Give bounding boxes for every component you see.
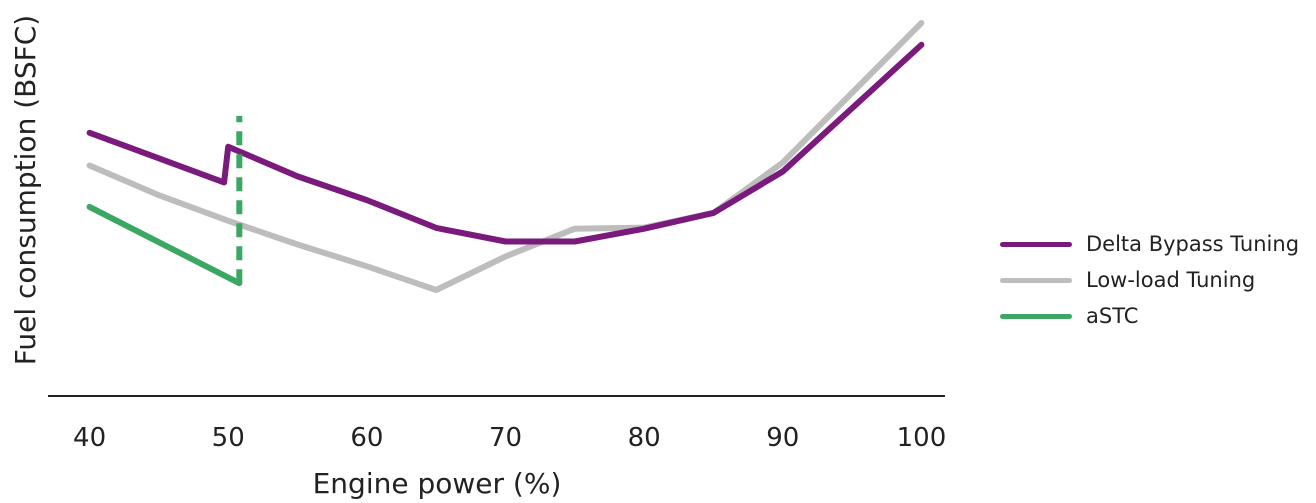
legend-label-astc: aSTC xyxy=(1086,304,1139,328)
plot-area xyxy=(86,20,925,293)
x-axis-title: Engine power (%) xyxy=(313,467,562,500)
legend-label-delta-bypass: Delta Bypass Tuning xyxy=(1086,232,1300,256)
legend-swatch-low-load xyxy=(1000,277,1072,283)
legend-item-low-load: Low-load Tuning xyxy=(1000,262,1299,298)
legend-swatch-delta-bypass xyxy=(1000,241,1072,247)
x-tick-label-50: 50 xyxy=(212,423,245,453)
legend: Delta Bypass Tuning Low-load Tuning aSTC xyxy=(1000,226,1299,334)
x-tick-label-70: 70 xyxy=(489,423,522,453)
x-tick-label-100: 100 xyxy=(897,423,947,453)
y-axis-title: Fuel consumption (BSFC) xyxy=(9,15,42,365)
x-tick-label-80: 80 xyxy=(628,423,661,453)
legend-swatch-astc xyxy=(1000,313,1072,319)
x-tick-label-60: 60 xyxy=(350,423,383,453)
legend-label-low-load: Low-load Tuning xyxy=(1086,268,1256,292)
x-tick-label-90: 90 xyxy=(766,423,799,453)
legend-item-astc: aSTC xyxy=(1000,298,1299,334)
series-line-astc xyxy=(86,203,243,287)
series-line-delta-bypass xyxy=(86,41,925,245)
legend-item-delta-bypass: Delta Bypass Tuning xyxy=(1000,226,1299,262)
x-axis-ticks: 40 50 60 70 80 90 100 xyxy=(73,423,946,453)
x-tick-label-40: 40 xyxy=(73,423,106,453)
